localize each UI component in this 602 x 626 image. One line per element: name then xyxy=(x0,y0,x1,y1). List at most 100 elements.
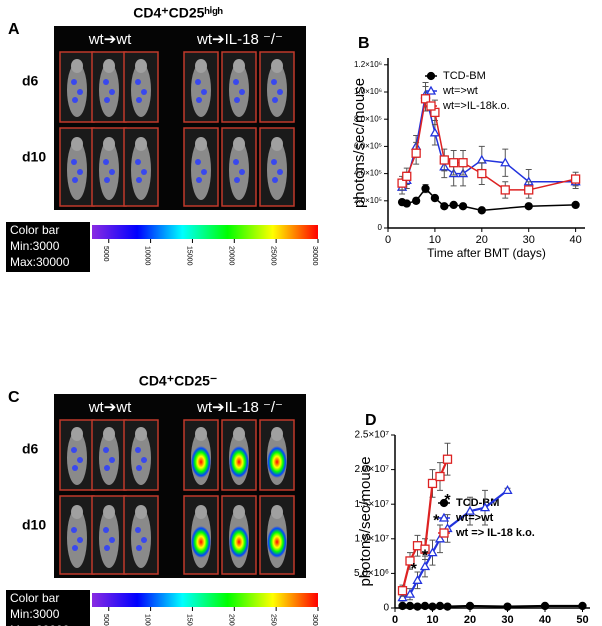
y-tick-label: 2.0×10⁵ xyxy=(354,196,382,205)
x-tick-label: 30 xyxy=(501,614,513,626)
mouse xyxy=(131,431,151,485)
mouse-head xyxy=(195,505,207,519)
y-tick-label: 6.0×10⁵ xyxy=(354,142,382,151)
y-tick-label: 5.0×10⁶ xyxy=(354,568,389,579)
mouse-head xyxy=(103,59,115,73)
y-tick-label: 4.0×10⁵ xyxy=(354,169,382,178)
data-point xyxy=(397,592,408,602)
signal xyxy=(195,79,201,85)
signal xyxy=(103,447,109,453)
legend-marker xyxy=(439,528,449,538)
mouse-head xyxy=(71,137,83,151)
data-point xyxy=(440,202,449,211)
signal xyxy=(141,89,147,95)
data-point xyxy=(411,148,421,158)
signal xyxy=(141,537,147,543)
colorbar-tick-label: 25000 xyxy=(269,614,276,626)
data-point xyxy=(405,556,415,566)
panel-letter: D xyxy=(365,412,377,429)
data-point xyxy=(404,588,416,598)
signal xyxy=(135,159,141,165)
data-point xyxy=(420,601,430,611)
colorbar-text: Max:30000 xyxy=(10,255,70,269)
mouse-head xyxy=(71,427,83,441)
data-point xyxy=(402,199,411,208)
x-tick-label: 30 xyxy=(523,234,535,246)
colorbar-tick-label: 10000 xyxy=(144,614,151,626)
y-tick-label: 1.0×10⁶ xyxy=(354,87,382,96)
x-tick-label: 40 xyxy=(539,614,551,626)
series-line xyxy=(401,96,576,191)
colorbar-text: Max:30000 xyxy=(10,623,70,626)
signal xyxy=(234,177,240,183)
data-point xyxy=(458,202,468,211)
mouse xyxy=(67,140,87,200)
data-point xyxy=(412,541,423,551)
mouse xyxy=(99,140,119,200)
data-point xyxy=(429,127,441,137)
data-point xyxy=(479,502,491,512)
data-point xyxy=(421,184,430,193)
signal xyxy=(136,465,142,471)
signal xyxy=(233,79,239,85)
mouse xyxy=(67,63,87,117)
x-tick-label: 20 xyxy=(476,234,488,246)
signal xyxy=(233,159,239,165)
data-point xyxy=(578,601,587,611)
signal xyxy=(72,545,78,551)
annotation: * xyxy=(411,561,418,578)
data-point xyxy=(524,202,533,211)
signal xyxy=(71,79,77,85)
data-point xyxy=(540,601,550,611)
day-label: d6 xyxy=(22,73,39,89)
signal xyxy=(104,465,110,471)
data-point xyxy=(503,602,512,611)
mouse xyxy=(267,140,287,200)
data-point xyxy=(411,196,421,205)
mouse xyxy=(229,63,249,117)
mouse-head xyxy=(195,137,207,151)
signal xyxy=(267,526,287,558)
group-label: wt➔wt xyxy=(88,31,132,48)
data-point xyxy=(524,185,534,195)
colorbar-tick-label: 30000 xyxy=(311,614,318,626)
legend-label: wt=>IL-18k.o. xyxy=(442,100,510,112)
signal xyxy=(141,169,147,175)
signal xyxy=(109,89,115,95)
day-label: d10 xyxy=(22,517,46,533)
signal xyxy=(77,457,83,463)
mouse xyxy=(131,508,151,568)
legend-label: TCD-BM xyxy=(443,70,486,82)
x-tick-label: 0 xyxy=(392,614,398,626)
day-label: d6 xyxy=(22,441,39,457)
signal xyxy=(72,97,78,103)
signal xyxy=(196,97,202,103)
mouse xyxy=(229,140,249,200)
signal xyxy=(271,159,277,165)
signal xyxy=(103,159,109,165)
signal xyxy=(272,97,278,103)
signal xyxy=(72,465,78,471)
signal xyxy=(191,526,211,558)
colorbar-tick-label: 20000 xyxy=(227,614,234,626)
colorbar-tick-label: 30000 xyxy=(311,246,318,266)
group-label: wt➔wt xyxy=(88,399,132,416)
data-point xyxy=(443,602,452,611)
mouse xyxy=(131,140,151,200)
signal xyxy=(109,537,115,543)
colorbar-box xyxy=(6,222,90,272)
signal xyxy=(141,457,147,463)
signal xyxy=(72,177,78,183)
colorbar-tick-label: 25000 xyxy=(269,246,276,266)
data-point xyxy=(500,185,510,195)
y-axis-label: photons/sec/mouse xyxy=(351,78,368,208)
colorbar xyxy=(92,225,318,239)
x-axis-label: Time after BMT (days) xyxy=(427,246,546,260)
signal xyxy=(136,97,142,103)
signal xyxy=(77,537,83,543)
x-tick-label: 0 xyxy=(385,234,391,246)
signal xyxy=(77,89,83,95)
x-tick-label: 10 xyxy=(426,614,438,626)
mouse-head xyxy=(233,137,245,151)
data-point xyxy=(435,471,445,482)
